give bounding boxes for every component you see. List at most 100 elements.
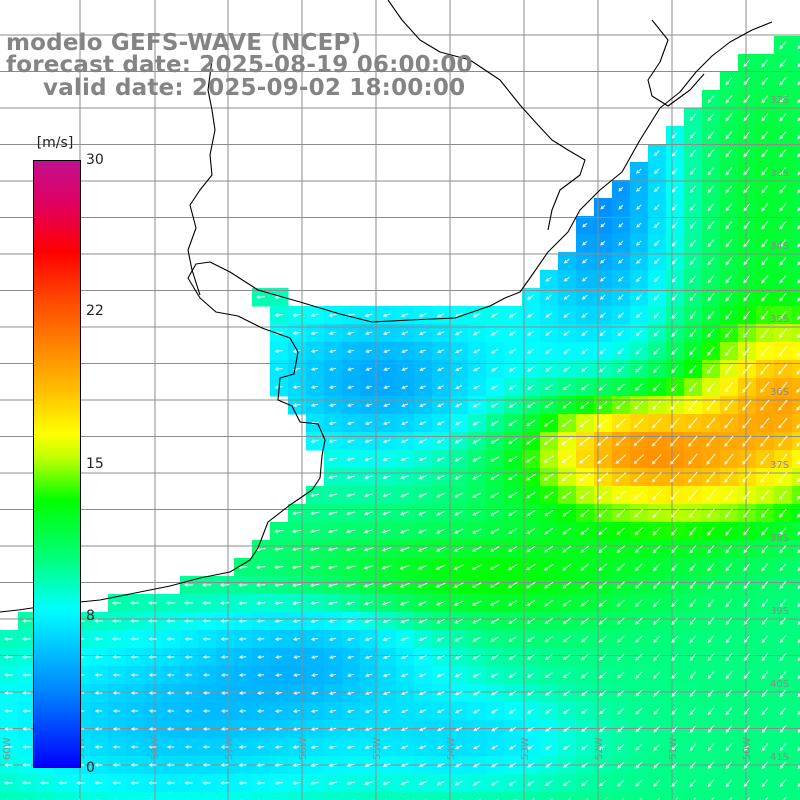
wind-arrow xyxy=(689,311,697,320)
wind-arrow xyxy=(599,312,606,318)
wind-arrow xyxy=(112,691,121,695)
wind-arrow xyxy=(275,673,282,677)
wind-arrow xyxy=(581,366,589,373)
wind-arrow xyxy=(743,77,751,86)
wind-arrow xyxy=(148,745,157,749)
wind-arrow xyxy=(707,671,715,680)
wind-arrow xyxy=(617,653,625,661)
wind-arrow xyxy=(471,582,482,588)
wind-arrow xyxy=(364,313,373,318)
wind-arrow xyxy=(653,258,660,265)
wind-arrow xyxy=(635,294,642,301)
wind-arrow xyxy=(400,727,409,732)
wind-arrow xyxy=(581,240,588,246)
wind-arrow xyxy=(328,367,337,371)
wind-arrow xyxy=(707,293,715,302)
wind-arrow xyxy=(220,745,229,749)
wind-arrow xyxy=(544,636,553,643)
wind-arrow xyxy=(327,565,338,570)
wind-cell xyxy=(198,792,217,800)
wind-arrow xyxy=(796,387,800,393)
wind-cell xyxy=(414,792,433,800)
wind-arrow xyxy=(598,563,608,571)
wind-arrow xyxy=(796,351,800,357)
wind-arrow xyxy=(653,347,661,355)
wind-arrow xyxy=(563,258,570,264)
wind-arrow xyxy=(797,675,800,680)
wind-arrow xyxy=(636,168,642,174)
wind-arrow xyxy=(202,691,211,695)
wind-arrow xyxy=(653,671,661,679)
latitude-label: 38S xyxy=(770,533,789,544)
wind-arrow xyxy=(618,258,624,264)
wind-arrow xyxy=(292,637,301,641)
wind-arrow xyxy=(346,727,355,732)
wind-arrow xyxy=(725,95,733,104)
longitude-label: 52W xyxy=(594,737,605,760)
wind-arrow xyxy=(671,329,679,337)
wind-arrow xyxy=(562,672,571,679)
wind-arrow xyxy=(635,365,643,373)
wind-arrow xyxy=(725,635,733,644)
wind-arrow xyxy=(761,292,769,302)
wind-arrow xyxy=(399,582,410,588)
wind-arrow xyxy=(525,455,536,463)
wind-cell xyxy=(468,792,487,800)
wind-arrow xyxy=(617,294,624,300)
wind-arrow xyxy=(653,617,661,625)
wind-cell xyxy=(72,792,91,800)
wind-arrow xyxy=(166,763,175,767)
wind-arrow xyxy=(743,185,751,194)
wind-arrow xyxy=(364,709,373,714)
wind-arrow xyxy=(724,364,734,375)
border-argentina-uruguay xyxy=(187,59,216,296)
wind-arrow xyxy=(599,761,607,769)
wind-arrow xyxy=(364,763,373,768)
wind-arrow xyxy=(130,745,139,749)
wind-arrow xyxy=(346,349,355,353)
wind-arrow xyxy=(599,366,607,373)
wind-arrow xyxy=(184,709,193,713)
wind-arrow xyxy=(328,745,337,750)
wind-arrow xyxy=(346,439,355,444)
wind-arrow xyxy=(346,331,355,336)
wind-arrow xyxy=(345,583,356,588)
wind-cell xyxy=(792,558,800,577)
wind-arrow xyxy=(93,619,103,623)
wind-arrow xyxy=(508,420,518,426)
wind-arrow xyxy=(580,383,589,391)
wind-arrow xyxy=(256,691,265,695)
wind-arrow xyxy=(669,435,680,447)
wind-arrow xyxy=(508,384,517,390)
wind-arrow xyxy=(543,491,554,499)
wind-arrow xyxy=(130,619,139,623)
wind-arrow xyxy=(634,527,644,536)
wind-arrow xyxy=(400,313,409,318)
wind-arrow xyxy=(148,763,157,767)
wind-arrow xyxy=(508,672,517,678)
wind-cell xyxy=(792,342,800,361)
wind-arrow xyxy=(707,328,715,338)
wind-cell xyxy=(792,360,800,379)
wind-arrow xyxy=(743,581,751,590)
wind-arrow xyxy=(274,745,283,749)
wind-arrow xyxy=(761,202,769,212)
wind-arrow xyxy=(472,672,481,678)
wind-arrow xyxy=(599,707,607,715)
wind-arrow xyxy=(381,529,392,534)
wind-arrow xyxy=(707,131,715,140)
wind-arrow xyxy=(545,726,553,732)
wind-arrow xyxy=(526,708,535,714)
wind-arrow xyxy=(22,709,31,713)
wind-cell xyxy=(792,486,800,505)
wind-arrow xyxy=(292,331,301,336)
wind-arrow xyxy=(183,601,193,605)
wind-arrow xyxy=(508,780,517,786)
wind-arrow xyxy=(617,348,625,355)
wind-arrow xyxy=(581,348,589,354)
wind-arrow xyxy=(636,222,642,228)
wind-arrow xyxy=(382,493,392,498)
wind-arrow xyxy=(653,653,661,661)
wind-arrow xyxy=(526,491,536,499)
